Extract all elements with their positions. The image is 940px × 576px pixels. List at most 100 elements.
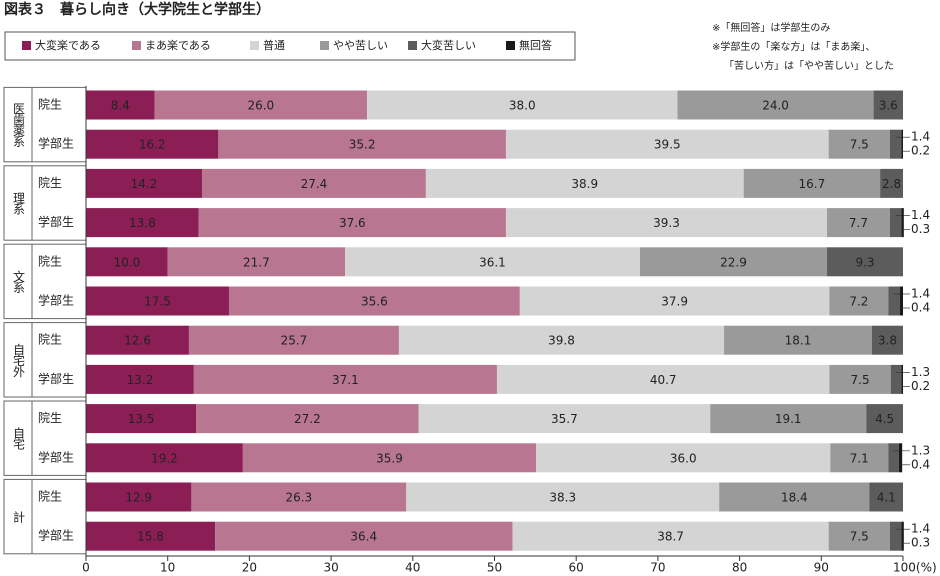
bar-segment [86, 364, 194, 394]
legend-swatch [320, 41, 329, 50]
value-label: 7.7 [849, 216, 868, 230]
legend-label: やや苦しい [333, 39, 388, 52]
value-label: 16.2 [139, 138, 166, 152]
value-label: 7.5 [850, 530, 869, 544]
legend-swatch [408, 41, 417, 50]
bar-segment [719, 482, 870, 512]
value-label: 25.7 [281, 334, 308, 348]
value-label: 1.3 [911, 443, 930, 457]
value-label: 36.0 [670, 451, 697, 465]
value-label: 39.8 [548, 334, 575, 348]
bar-segment [901, 129, 903, 159]
group-label: 文系 [12, 269, 26, 293]
value-label: 0.2 [911, 379, 930, 393]
bar-segment [215, 521, 513, 551]
value-label: 9.3 [855, 255, 874, 269]
value-label: 21.7 [243, 255, 270, 269]
bar-segment [86, 90, 155, 120]
row-label: 学部生 [38, 371, 74, 386]
value-label: 19.2 [151, 451, 178, 465]
bar-segment [198, 208, 506, 238]
bar-segment [898, 443, 903, 473]
x-tick-label: 30 [323, 561, 338, 575]
x-tick-label: 0 [82, 561, 90, 575]
value-label: 8.4 [111, 99, 130, 113]
value-label: 1.4 [911, 130, 930, 144]
value-label: 38.9 [571, 177, 598, 191]
bar-segment [828, 521, 890, 551]
x-tick-label: 10 [160, 561, 175, 575]
bar-segment [888, 443, 899, 473]
bar-segment [496, 364, 830, 394]
row-label: 院生 [38, 98, 62, 112]
value-label: 27.4 [301, 177, 328, 191]
value-label: 22.9 [720, 255, 747, 269]
value-label: 24.0 [762, 99, 789, 113]
value-label: 35.9 [376, 451, 403, 465]
value-label: 13.8 [129, 216, 156, 230]
value-label: 38.3 [549, 491, 576, 505]
row-label: 学部生 [38, 449, 74, 464]
bar-segment [888, 286, 900, 316]
x-tick-label: 70 [650, 561, 665, 575]
value-label: 40.7 [650, 373, 677, 387]
bar-segment [890, 364, 902, 394]
value-label: 1.4 [911, 287, 930, 301]
bar-segment [167, 247, 345, 277]
value-label: 12.6 [124, 334, 151, 348]
bar-segment [86, 482, 192, 512]
x-tick-label: 60 [569, 561, 584, 575]
bar-segment [196, 404, 419, 434]
row-label: 院生 [38, 490, 62, 504]
value-label: 19.1 [775, 412, 802, 426]
bar-segment [536, 443, 831, 473]
group-label: 計 [12, 510, 26, 523]
bar-segment [191, 482, 407, 512]
bar-segment [869, 482, 903, 512]
legend-label: 大変楽である [35, 38, 101, 52]
bar-segment [889, 129, 902, 159]
legend-label: 大変苦しい [421, 38, 476, 52]
bar-segment [901, 364, 903, 394]
bar-segment [827, 247, 903, 277]
value-label: 12.9 [125, 491, 152, 505]
bar-segment [743, 168, 881, 198]
bar-segment [202, 168, 426, 198]
bar-segment [188, 325, 399, 355]
group-label: 医歯薬系 [12, 103, 26, 148]
legend-swatch [250, 41, 259, 50]
value-label: 2.8 [882, 177, 901, 191]
value-label: 17.5 [144, 295, 171, 309]
value-label: 0.4 [911, 301, 930, 315]
bar-segment [829, 286, 889, 316]
bar-segment [86, 168, 203, 198]
value-label: 7.5 [851, 373, 870, 387]
value-label: 0.2 [911, 144, 930, 158]
value-label: 3.8 [878, 334, 897, 348]
value-label: 36.4 [350, 530, 377, 544]
bar-segment [830, 443, 889, 473]
group-label: 自宅外 [12, 343, 26, 377]
bar-segment [344, 247, 640, 277]
bar-segment [677, 90, 874, 120]
row-label: 学部生 [38, 214, 74, 229]
bar-segment [724, 325, 872, 355]
legend-label: 普通 [263, 38, 285, 52]
bar-segment [86, 129, 219, 159]
bar-segment [828, 129, 890, 159]
chart-title: 図表３ 暮らし向き（大学院生と学部生） [4, 1, 270, 18]
legend-swatch [506, 41, 515, 50]
bar-segment [86, 286, 229, 316]
value-label: 7.5 [850, 138, 869, 152]
x-tick-label: 80 [732, 561, 747, 575]
x-tick-label: 40 [405, 561, 420, 575]
note: ※「無回答」は学部生のみ [712, 21, 830, 34]
bar-segment [505, 129, 829, 159]
legend-swatch [132, 41, 141, 50]
bar-segment [889, 521, 902, 551]
value-label: 4.5 [875, 412, 894, 426]
bar-segment [425, 168, 744, 198]
bar-segment [86, 208, 199, 238]
row-label: 学部生 [38, 293, 74, 308]
